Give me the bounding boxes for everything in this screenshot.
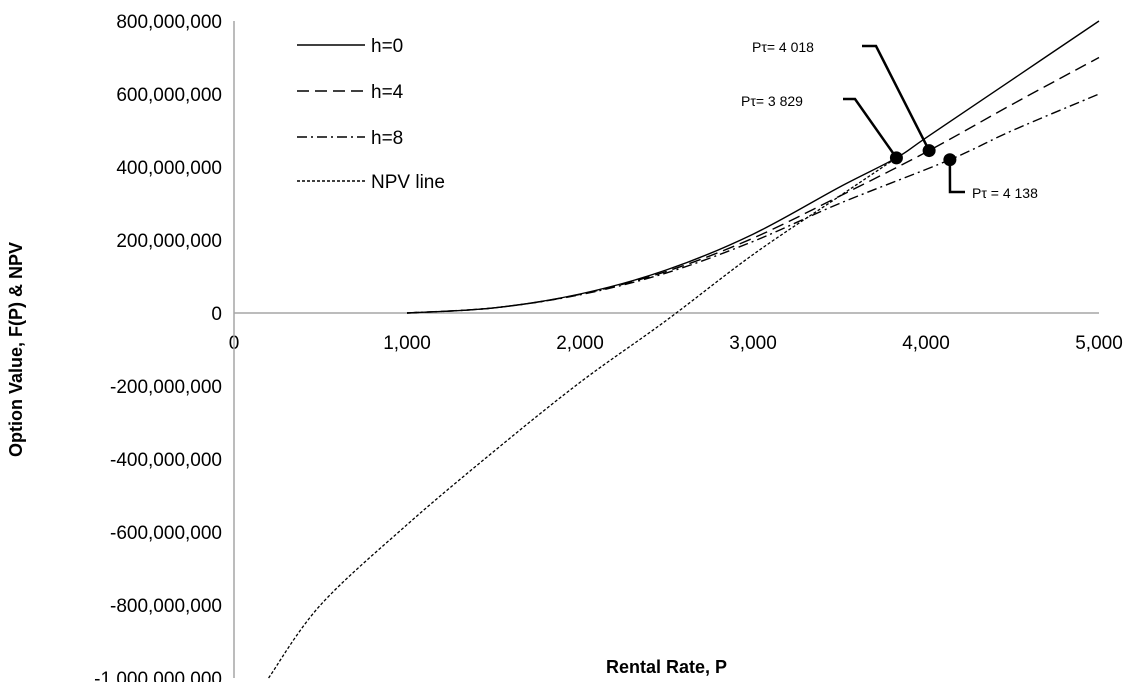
x-tick-label: 4,000 — [902, 333, 950, 354]
legend-label: h=8 — [371, 128, 403, 149]
legend-label: h=0 — [371, 36, 403, 57]
y-tick-label: -600,000,000 — [110, 523, 222, 544]
threshold-label: Pτ= 3 829 — [741, 93, 803, 109]
y-tick-label: 400,000,000 — [116, 158, 222, 179]
series-layer — [268, 20, 1100, 679]
series-line-h-0 — [406, 20, 1100, 314]
series-line-npv-line — [268, 157, 897, 679]
threshold-label: Pτ= 4 018 — [752, 39, 814, 55]
annotation-leader — [948, 159, 965, 194]
y-tick-label: -1,000,000,000 — [94, 669, 222, 682]
series-line-h-8 — [406, 93, 1100, 314]
x-tick-label: 2,000 — [556, 333, 604, 354]
y-tick-label: 0 — [211, 304, 222, 325]
y-tick-label: -200,000,000 — [110, 377, 222, 398]
x-tick-label: 5,000 — [1075, 333, 1123, 354]
legend-label: h=4 — [371, 82, 404, 103]
threshold-marker — [889, 151, 903, 165]
threshold-label: Pτ = 4 138 — [972, 185, 1038, 201]
y-tick-label: 800,000,000 — [116, 12, 222, 33]
x-tick-label: 1,000 — [383, 333, 431, 354]
threshold-marker — [943, 153, 957, 167]
x-axis-title: Rental Rate, P — [606, 657, 727, 677]
y-axis-ticks: 800,000,000 600,000,000 400,000,000 200,000… — [94, 12, 222, 682]
legend-label: NPV line — [371, 172, 445, 193]
y-tick-label: 600,000,000 — [116, 85, 222, 106]
chart-legend: h=0 h=4 h=8 NPV line — [297, 36, 445, 193]
annotation-leader — [862, 44, 931, 152]
annotation-leader — [843, 97, 898, 159]
threshold-marker — [922, 144, 936, 158]
y-tick-label: -400,000,000 — [110, 450, 222, 471]
y-tick-label: -800,000,000 — [110, 596, 222, 617]
y-tick-label: 200,000,000 — [116, 231, 222, 252]
y-axis-title: Option Value, F(P) & NPV — [6, 242, 26, 457]
x-tick-label: 3,000 — [729, 333, 777, 354]
marker-layer: Pτ= 3 829 Pτ= 4 018 Pτ = 4 138 — [741, 39, 1038, 201]
